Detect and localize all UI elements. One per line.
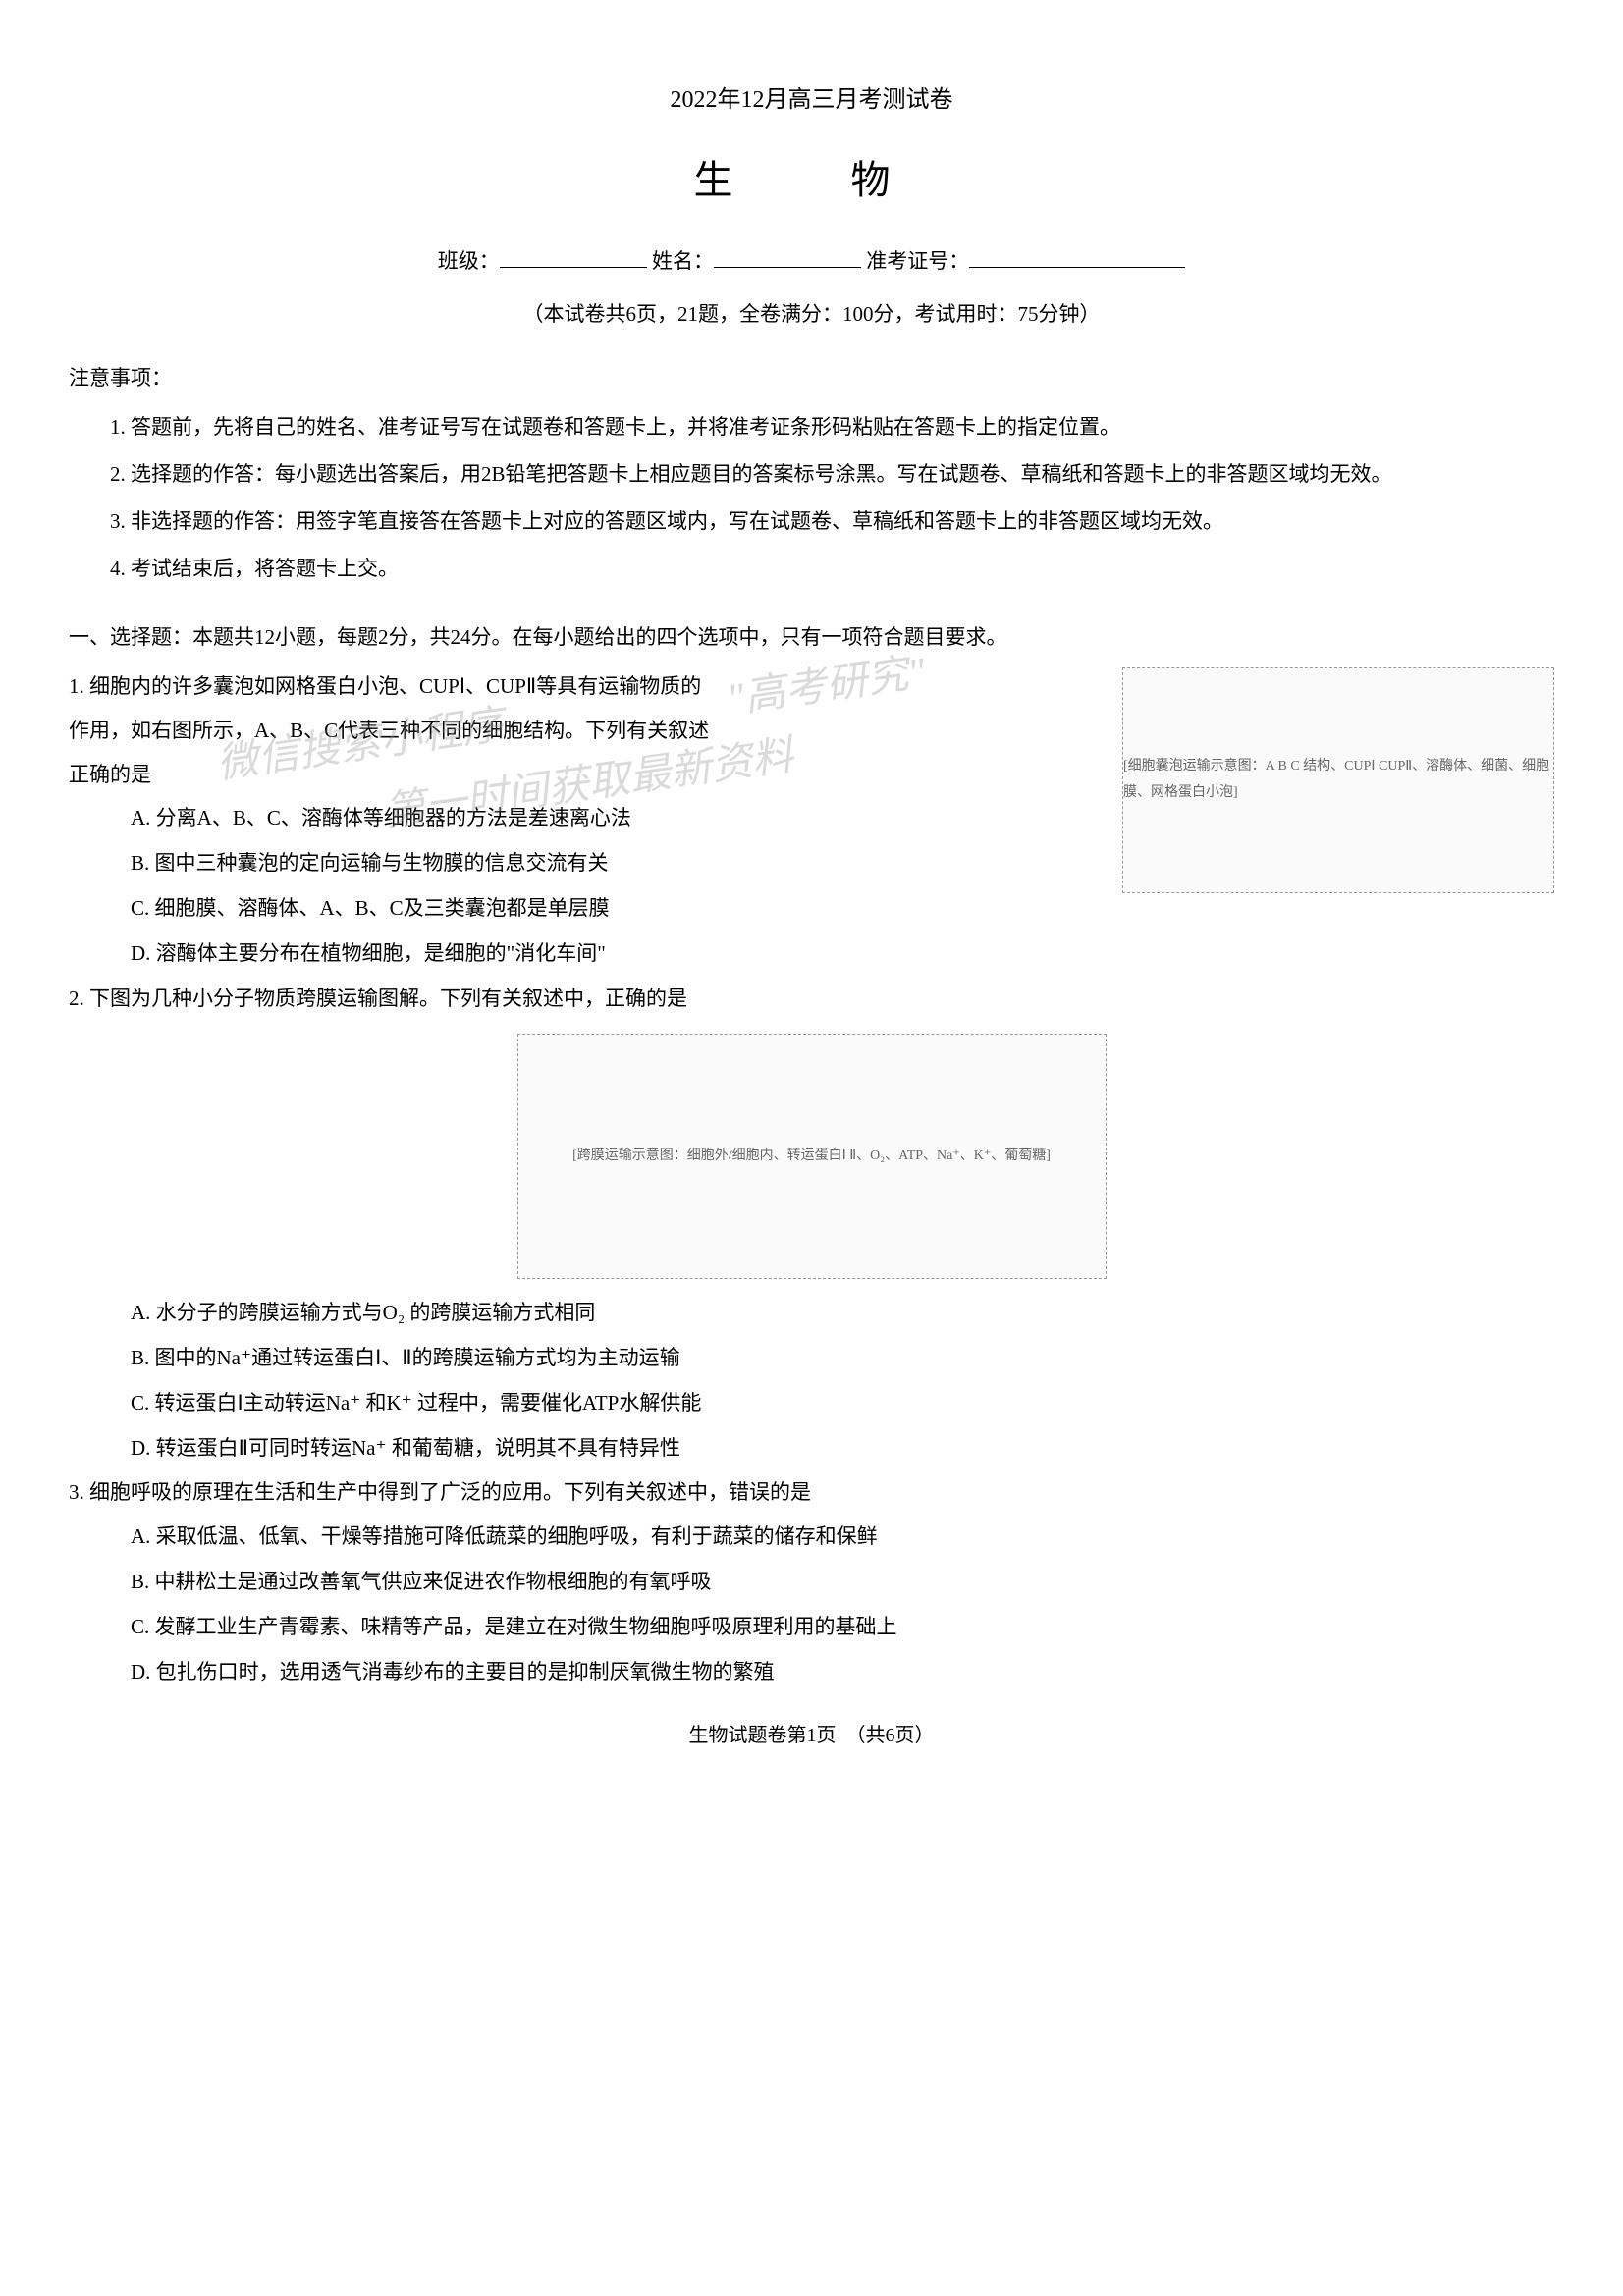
- q3-option-b: B. 中耕松土是通过改善氧气供应来促进农作物根细胞的有氧呼吸: [69, 1563, 1554, 1602]
- q3-option-a: A. 采取低温、低氧、干燥等措施可降低蔬菜的细胞呼吸，有利于蔬菜的储存和保鲜: [69, 1518, 1554, 1557]
- q1-option-b: B. 图中三种囊泡的定向运输与生物膜的信息交流有关: [69, 844, 1112, 883]
- notice-item-3: 3. 非选择题的作答：用签字笔直接答在答题卡上对应的答题区域内，写在试题卷、草稿…: [69, 503, 1554, 542]
- q1-stem-line3: 正确的是: [69, 756, 1112, 795]
- exam-info: （本试卷共6页，21题，全卷满分：100分，考试用时：75分钟）: [69, 295, 1554, 335]
- notice-item-1: 1. 答题前，先将自己的姓名、准考证号写在试题卷和答题卡上，并将准考证条形码粘贴…: [69, 408, 1554, 448]
- q1-option-c: C. 细胞膜、溶酶体、A、B、C及三类囊泡都是单层膜: [69, 889, 1112, 929]
- name-blank[interactable]: [714, 246, 861, 268]
- class-blank[interactable]: [500, 246, 647, 268]
- q1-option-d: D. 溶酶体主要分布在植物细胞，是细胞的"消化车间": [69, 934, 1112, 974]
- q3-option-c: C. 发酵工业生产青霉素、味精等产品，是建立在对微生物细胞呼吸原理利用的基础上: [69, 1608, 1554, 1647]
- q2-option-c: C. 转运蛋白Ⅰ主动转运Na⁺ 和K⁺ 过程中，需要催化ATP水解供能: [69, 1384, 1554, 1423]
- q2-option-a: A. 水分子的跨膜运输方式与O₂ 的跨膜运输方式相同: [69, 1294, 1554, 1333]
- student-info-line: 班级： 姓名： 准考证号：: [69, 242, 1554, 282]
- id-label: 准考证号：: [866, 249, 969, 273]
- class-label: 班级：: [438, 249, 500, 273]
- name-label: 姓名：: [652, 249, 714, 273]
- q1-stem-line2: 作用，如右图所示，A、B、C代表三种不同的细胞结构。下列有关叙述: [69, 712, 1112, 751]
- page-footer: 生物试题卷第1页 （共6页）: [69, 1717, 1554, 1754]
- q1-option-a: A. 分离A、B、C、溶酶体等细胞器的方法是差速离心法: [69, 799, 1112, 838]
- q1-stem-line1: 1. 细胞内的许多囊泡如网格蛋白小泡、CUPⅠ、CUPⅡ等具有运输物质的: [69, 667, 1112, 707]
- notice-item-4: 4. 考试结束后，将答题卡上交。: [69, 550, 1554, 589]
- notice-item-2: 2. 选择题的作答：每小题选出答案后，用2B铅笔把答题卡上相应题目的答案标号涂黑…: [69, 455, 1554, 495]
- q2-option-b: B. 图中的Na⁺通过转运蛋白Ⅰ、Ⅱ的跨膜运输方式均为主动运输: [69, 1339, 1554, 1378]
- notice-title: 注意事项：: [69, 359, 1554, 399]
- exam-title: 2022年12月高三月考测试卷: [69, 79, 1554, 124]
- section1-title: 一、选择题：本题共12小题，每题2分，共24分。在每小题给出的四个选项中，只有一…: [69, 618, 1554, 658]
- q1-diagram: [细胞囊泡运输示意图：A B C 结构、CUPⅠ CUPⅡ、溶酶体、细菌、细胞膜…: [1122, 667, 1554, 893]
- q2-diagram-wrap: [跨膜运输示意图：细胞外/细胞内、转运蛋白Ⅰ Ⅱ、O₂、ATP、Na⁺、K⁺、葡…: [69, 1034, 1554, 1279]
- question-1: 1. 细胞内的许多囊泡如网格蛋白小泡、CUPⅠ、CUPⅡ等具有运输物质的 作用，…: [69, 667, 1554, 980]
- q3-stem: 3. 细胞呼吸的原理在生活和生产中得到了广泛的应用。下列有关叙述中，错误的是: [69, 1473, 1554, 1513]
- subject-title: 生 物: [69, 143, 1554, 218]
- q2-diagram: [跨膜运输示意图：细胞外/细胞内、转运蛋白Ⅰ Ⅱ、O₂、ATP、Na⁺、K⁺、葡…: [517, 1034, 1107, 1279]
- id-blank[interactable]: [969, 246, 1185, 268]
- q2-option-d: D. 转运蛋白Ⅱ可同时转运Na⁺ 和葡萄糖，说明其不具有特异性: [69, 1429, 1554, 1468]
- q3-option-d: D. 包扎伤口时，选用透气消毒纱布的主要目的是抑制厌氧微生物的繁殖: [69, 1653, 1554, 1692]
- q2-stem: 2. 下图为几种小分子物质跨膜运输图解。下列有关叙述中，正确的是: [69, 980, 1554, 1019]
